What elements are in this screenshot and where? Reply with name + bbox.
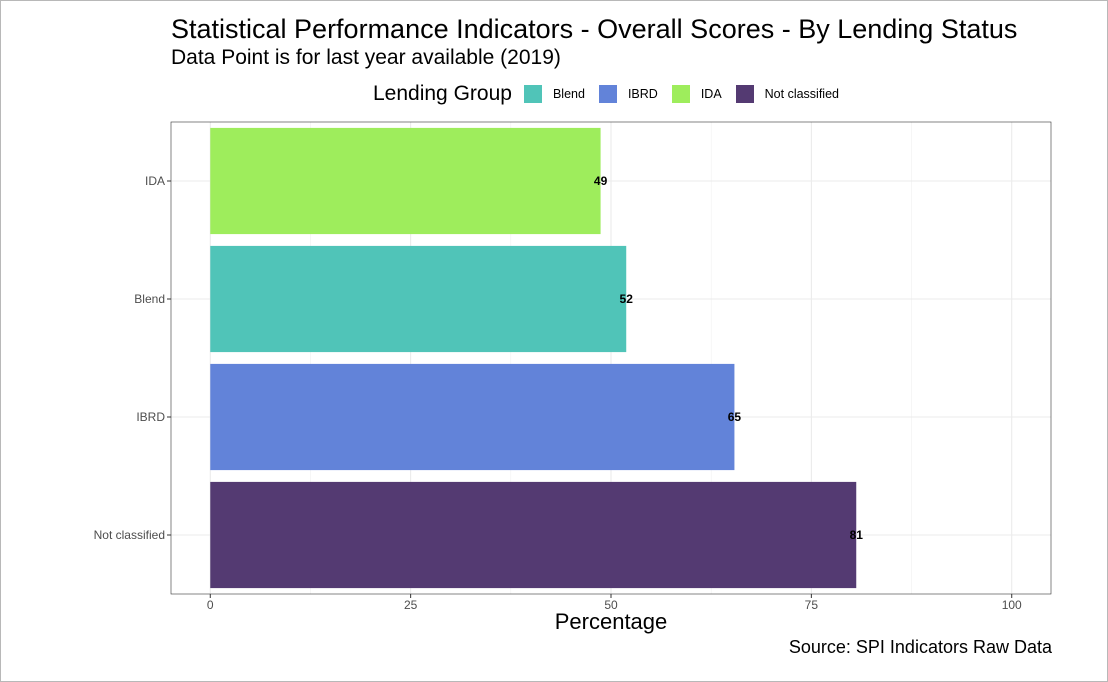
x-axis-label: Percentage xyxy=(554,609,668,634)
data-label: 65 xyxy=(728,410,742,424)
y-tick-label: Not classified xyxy=(94,528,165,542)
data-label: 81 xyxy=(850,528,864,542)
legend-title: Lending Group xyxy=(373,82,512,105)
legend-label-ibrd: IBRD xyxy=(627,87,658,101)
legend-key-blend xyxy=(523,85,542,103)
source-caption: Source: SPI Indicators Raw Data xyxy=(788,637,1052,657)
legend-label-ida: IDA xyxy=(700,87,722,101)
x-tick-label: 100 xyxy=(1002,598,1022,612)
legend-label-not-classified: Not classified xyxy=(764,87,839,101)
bar-not-classified xyxy=(210,481,857,589)
x-tick-label: 75 xyxy=(805,598,819,612)
legend-key-ida xyxy=(671,85,690,103)
x-tick-label: 25 xyxy=(404,598,418,612)
bar-ibrd xyxy=(210,363,735,471)
legend-item-blend: Blend xyxy=(523,85,585,103)
y-tick-label: IDA xyxy=(145,174,165,188)
x-tick-label: 0 xyxy=(207,598,214,612)
x-tick-label: 50 xyxy=(604,598,618,612)
y-tick-label: IBRD xyxy=(136,410,165,424)
chart-subtitle: Data Point is for last year available (2… xyxy=(171,46,561,69)
data-label: 49 xyxy=(594,174,608,188)
legend: Lending Group Blend IBRD IDA Not classif… xyxy=(373,80,853,108)
chart-title: Statistical Performance Indicators - Ove… xyxy=(171,14,1018,44)
bar-blend xyxy=(210,245,627,353)
bar-ida xyxy=(210,127,601,235)
legend-key-not-classified xyxy=(735,85,754,103)
legend-label-blend: Blend xyxy=(552,87,585,101)
y-tick-label: Blend xyxy=(134,292,165,306)
data-label: 52 xyxy=(620,292,634,306)
legend-item-ida: IDA xyxy=(671,85,722,103)
legend-item-not-classified: Not classified xyxy=(735,85,839,103)
legend-key-ibrd xyxy=(598,85,617,103)
legend-item-ibrd: IBRD xyxy=(598,85,658,103)
